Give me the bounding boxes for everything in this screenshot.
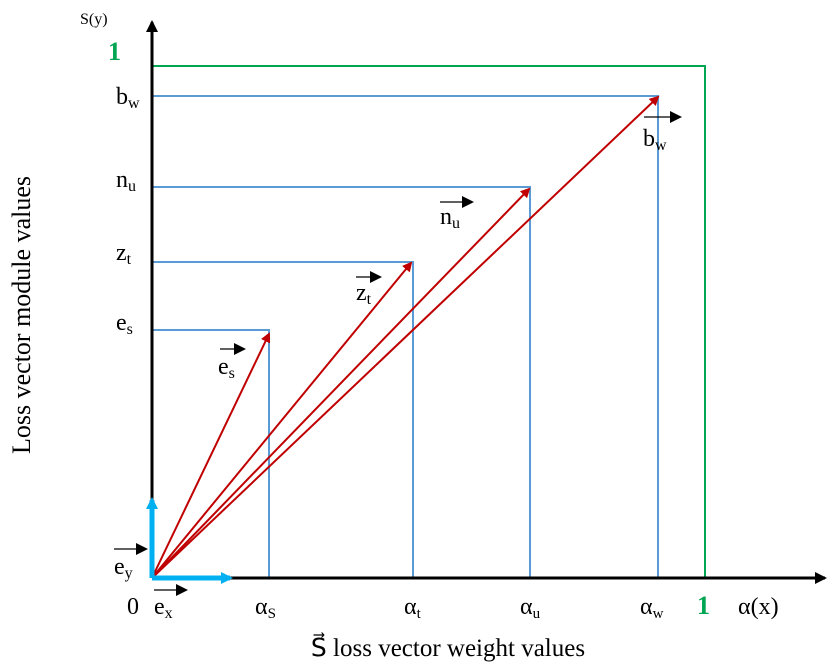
- y-tick-es: es: [116, 310, 133, 338]
- y-tick-nu: nu: [116, 167, 136, 195]
- y-tick-bw: bw: [116, 84, 140, 112]
- basis-label-ey: ey: [114, 543, 148, 582]
- guide-line-zt: [152, 261, 414, 578]
- x-tick-as: αS: [255, 594, 276, 622]
- guide-line-nu: [152, 186, 531, 578]
- svg-text:ex: ex: [154, 594, 173, 622]
- x-axis-title: α(x): [738, 594, 779, 620]
- vector-es-arrow: [151, 332, 271, 579]
- x-axis-label: S⃗ loss vector weight values: [311, 632, 585, 662]
- y-tick-zt: zt: [116, 240, 132, 268]
- svg-text:ey: ey: [114, 554, 133, 582]
- x-unit-label: 1: [697, 591, 710, 620]
- unit-square-outline: [152, 65, 706, 578]
- guide-line-es: [152, 329, 270, 578]
- x-tick-at: αt: [404, 594, 422, 622]
- svg-text:nu: nu: [440, 204, 460, 232]
- loss-vectors: [151, 95, 660, 579]
- y-axis-title: S(y): [80, 11, 108, 28]
- x-tick-aw: αw: [640, 594, 664, 622]
- vector-zt-arrow: [151, 261, 413, 579]
- y-unit-label: 1: [108, 37, 121, 66]
- basis-label-ex: ex: [154, 584, 188, 622]
- origin-label: 0: [127, 594, 139, 620]
- vector-label-es: es: [218, 343, 246, 382]
- x-tick-au: αu: [520, 594, 541, 622]
- vector-label-nu: nu: [440, 196, 474, 232]
- svg-text:es: es: [218, 354, 235, 382]
- vector-bw-arrow: [151, 95, 660, 579]
- vector-nu-arrow: [151, 187, 531, 579]
- svg-text:zt: zt: [356, 280, 372, 308]
- svg-text:bw: bw: [643, 126, 667, 154]
- y-axis-label: Loss vector module values: [7, 176, 36, 454]
- vector-label-bw: bw: [643, 111, 682, 154]
- vector-label-zt: zt: [356, 271, 382, 308]
